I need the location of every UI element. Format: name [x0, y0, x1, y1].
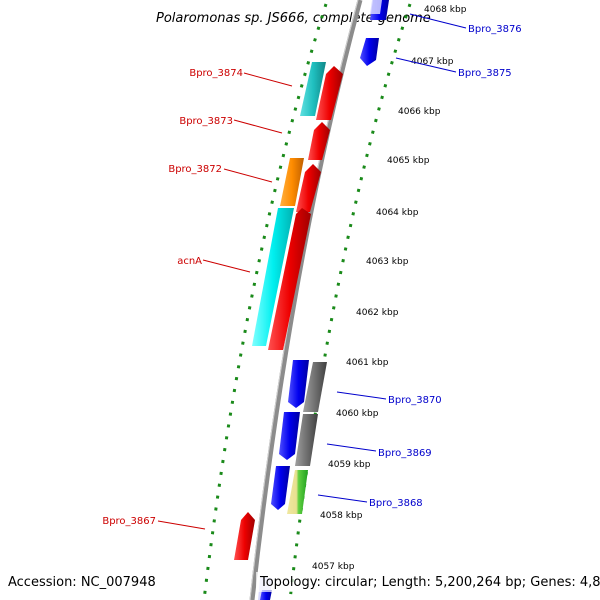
kbp-label: 4064 kbp — [376, 208, 419, 218]
gene-label-bpro3873[interactable]: Bpro_3873 — [179, 116, 233, 127]
kbp-label: 4061 kbp — [346, 358, 389, 368]
gene-label-acna[interactable]: acnA — [177, 256, 202, 267]
tick-track-outer — [288, 3, 412, 600]
kbp-label: 4059 kbp — [328, 460, 371, 470]
accession-text: Accession: NC_007948 — [8, 575, 156, 590]
gene-label-bpro3874[interactable]: Bpro_3874 — [189, 68, 243, 79]
kbp-label: 4066 kbp — [398, 107, 441, 117]
leader-bpro3874 — [243, 72, 293, 87]
gene-label-bpro3867[interactable]: Bpro_3867 — [102, 516, 156, 527]
gene-bpro3875[interactable] — [360, 38, 379, 66]
leader-bpro3875 — [395, 57, 457, 73]
gene-bpro3869-shade[interactable] — [295, 414, 318, 466]
gene-bpro3874[interactable] — [316, 66, 343, 120]
kbp-label: 4058 kbp — [320, 511, 363, 521]
gene-bpro3876-shade — [370, 0, 382, 14]
map-title: Polaromonas sp. JS666, complete genome — [156, 11, 431, 26]
gene-label-bpro3875[interactable]: Bpro_3875 — [458, 68, 512, 79]
gene-label-bpro3872[interactable]: Bpro_3872 — [168, 164, 222, 175]
gene-bpro3867[interactable] — [234, 512, 255, 560]
gene-bpro3869[interactable] — [279, 412, 300, 460]
kbp-label: 4067 kbp — [411, 57, 454, 67]
gene-label-bpro3869[interactable]: Bpro_3869 — [378, 448, 432, 459]
topology-text: Topology: circular; Length: 5,200,264 bp… — [259, 575, 600, 590]
leader-bpro3867 — [157, 520, 206, 530]
gene-acna-shade[interactable] — [252, 208, 294, 346]
gene-bpro3872[interactable] — [296, 164, 321, 212]
leader-bpro3869 — [326, 443, 377, 452]
gene-bpro3874-shade[interactable] — [300, 62, 326, 116]
gene-label-bpro3868[interactable]: Bpro_3868 — [369, 498, 423, 509]
gene-bpro3870[interactable] — [288, 360, 309, 408]
gene-bpro3872-shade[interactable] — [280, 158, 304, 206]
gene-acna[interactable] — [268, 208, 311, 350]
gene-bpro3868-shade[interactable] — [287, 470, 308, 514]
kbp-label: 4068 kbp — [424, 5, 467, 15]
kbp-label: 4062 kbp — [356, 308, 399, 318]
gene-label-bpro3870[interactable]: Bpro_3870 — [388, 395, 442, 406]
footer-backdrop — [256, 572, 596, 592]
leader-bpro3872 — [223, 168, 273, 183]
leader-acna — [202, 259, 251, 273]
gene-bpro3870-shade[interactable] — [303, 362, 327, 412]
leader-bpro3873 — [233, 119, 283, 134]
leader-bpro3870 — [336, 391, 387, 400]
gene-label-bpro3876[interactable]: Bpro_3876 — [468, 24, 522, 35]
gene-bottom-partial-edge — [260, 590, 272, 600]
kbp-label: 4057 kbp — [312, 562, 355, 572]
kbp-label: 4063 kbp — [366, 257, 409, 267]
leader-bpro3868 — [317, 494, 368, 503]
kbp-label: 4060 kbp — [336, 409, 379, 419]
gene-bpro3868[interactable] — [271, 466, 290, 510]
gene-bpro3873[interactable] — [308, 122, 330, 160]
leader-bpro3876 — [409, 13, 467, 29]
kbp-label: 4065 kbp — [387, 156, 430, 166]
